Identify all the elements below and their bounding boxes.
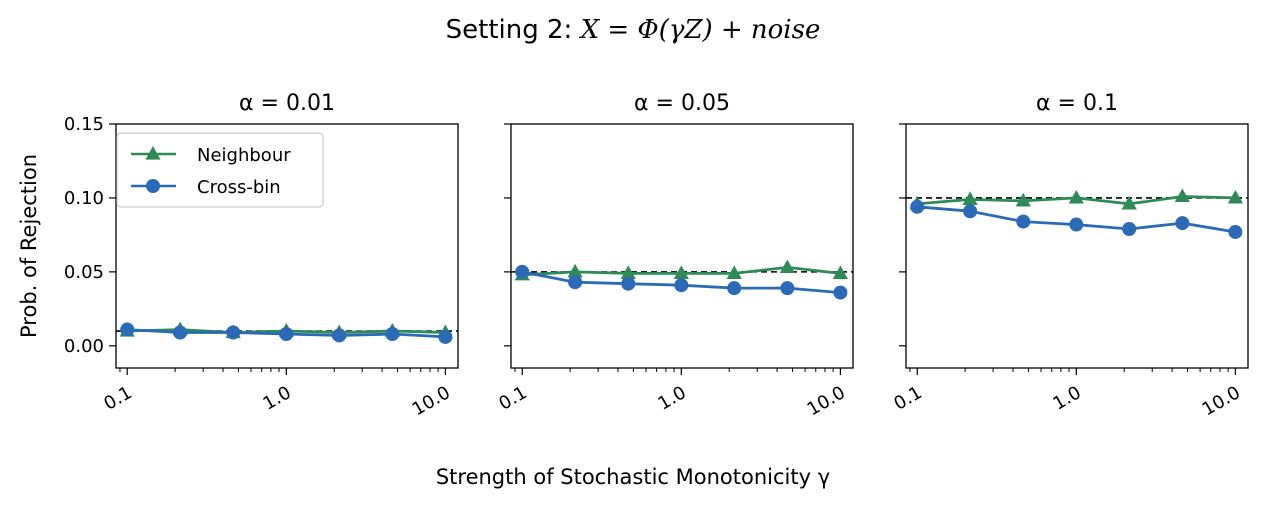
y-tick-label: 0.00 — [64, 336, 104, 357]
marker-neighbour — [779, 259, 795, 274]
legend-marker-crossbin — [146, 179, 160, 193]
marker-crossbin — [963, 204, 978, 219]
x-tick-label: 0.1 — [890, 382, 925, 415]
marker-crossbin — [120, 322, 135, 337]
marker-crossbin — [226, 325, 241, 340]
marker-crossbin — [833, 285, 848, 300]
legend-marker-neighbour — [145, 146, 161, 160]
x-tick-label: 1.0 — [655, 382, 690, 415]
x-tick-label: 1.0 — [260, 382, 295, 415]
marker-neighbour — [673, 265, 689, 279]
marker-crossbin — [332, 328, 347, 343]
marker-crossbin — [1122, 221, 1137, 236]
marker-neighbour — [832, 265, 849, 279]
x-axis-label: Strength of Stochastic Monotonicity γ — [436, 465, 830, 489]
marker-crossbin — [621, 276, 636, 291]
marker-neighbour — [1068, 189, 1084, 204]
axes-frame — [115, 123, 459, 369]
marker-crossbin — [727, 281, 742, 296]
subplots: α = 0.01 0.1 1.0 10.0 0.00 0.05 0.10 0.15 α = 0.… — [64, 91, 1249, 420]
marker-neighbour — [726, 265, 742, 279]
marker-neighbour — [567, 263, 583, 278]
marker-neighbour — [1121, 195, 1137, 210]
marker-crossbin — [279, 326, 294, 341]
marker-neighbour — [1015, 192, 1031, 207]
legend-frame — [116, 132, 324, 208]
axes-frame — [510, 123, 854, 369]
subplot-title: α = 0.01 — [239, 91, 335, 116]
marker-crossbin — [910, 199, 925, 214]
figure-title: Setting 2: X = Φ(γZ) + noise — [446, 15, 821, 45]
subplot-title: α = 0.05 — [634, 91, 730, 116]
x-tick-label: 0.1 — [495, 382, 530, 415]
marker-crossbin — [1175, 216, 1190, 231]
y-axis-label: Prob. of Rejection — [17, 154, 41, 338]
x-tick-label: 0.1 — [100, 382, 135, 415]
subplot-3: α = 0.1 0.1 1.0 10.0 — [890, 91, 1249, 420]
y-tick-label: 0.15 — [64, 114, 104, 135]
marker-neighbour — [1174, 188, 1190, 203]
figure-title-math: X = Φ(γZ) + noise — [579, 15, 821, 45]
marker-crossbin — [674, 278, 689, 293]
marker-crossbin — [438, 329, 453, 344]
marker-crossbin — [780, 281, 795, 296]
marker-crossbin — [515, 264, 530, 279]
axes-frame — [905, 123, 1249, 369]
marker-crossbin — [1228, 224, 1243, 239]
y-tick-label: 0.05 — [64, 262, 104, 283]
subplot-title: α = 0.1 — [1036, 91, 1118, 116]
marker-crossbin — [173, 325, 188, 340]
marker-neighbour — [1227, 189, 1244, 204]
legend: Neighbour Cross-bin — [116, 132, 324, 208]
x-tick-label: 10.0 — [1199, 382, 1244, 420]
legend-label-neighbour: Neighbour — [197, 145, 291, 166]
x-tick-label: 10.0 — [804, 382, 849, 420]
subplot-2: α = 0.05 0.1 1.0 10.0 — [495, 91, 854, 420]
marker-crossbin — [1016, 214, 1031, 229]
marker-crossbin — [1069, 217, 1084, 232]
marker-neighbour — [962, 191, 978, 206]
figure-title-prefix: Setting 2: — [446, 15, 581, 45]
marker-crossbin — [385, 326, 400, 341]
marker-crossbin — [568, 275, 583, 290]
y-tick-label: 0.10 — [64, 188, 104, 209]
x-tick-label: 10.0 — [409, 382, 454, 420]
legend-label-crossbin: Cross-bin — [197, 177, 281, 198]
x-tick-label: 1.0 — [1050, 382, 1085, 415]
marker-neighbour — [620, 265, 636, 279]
